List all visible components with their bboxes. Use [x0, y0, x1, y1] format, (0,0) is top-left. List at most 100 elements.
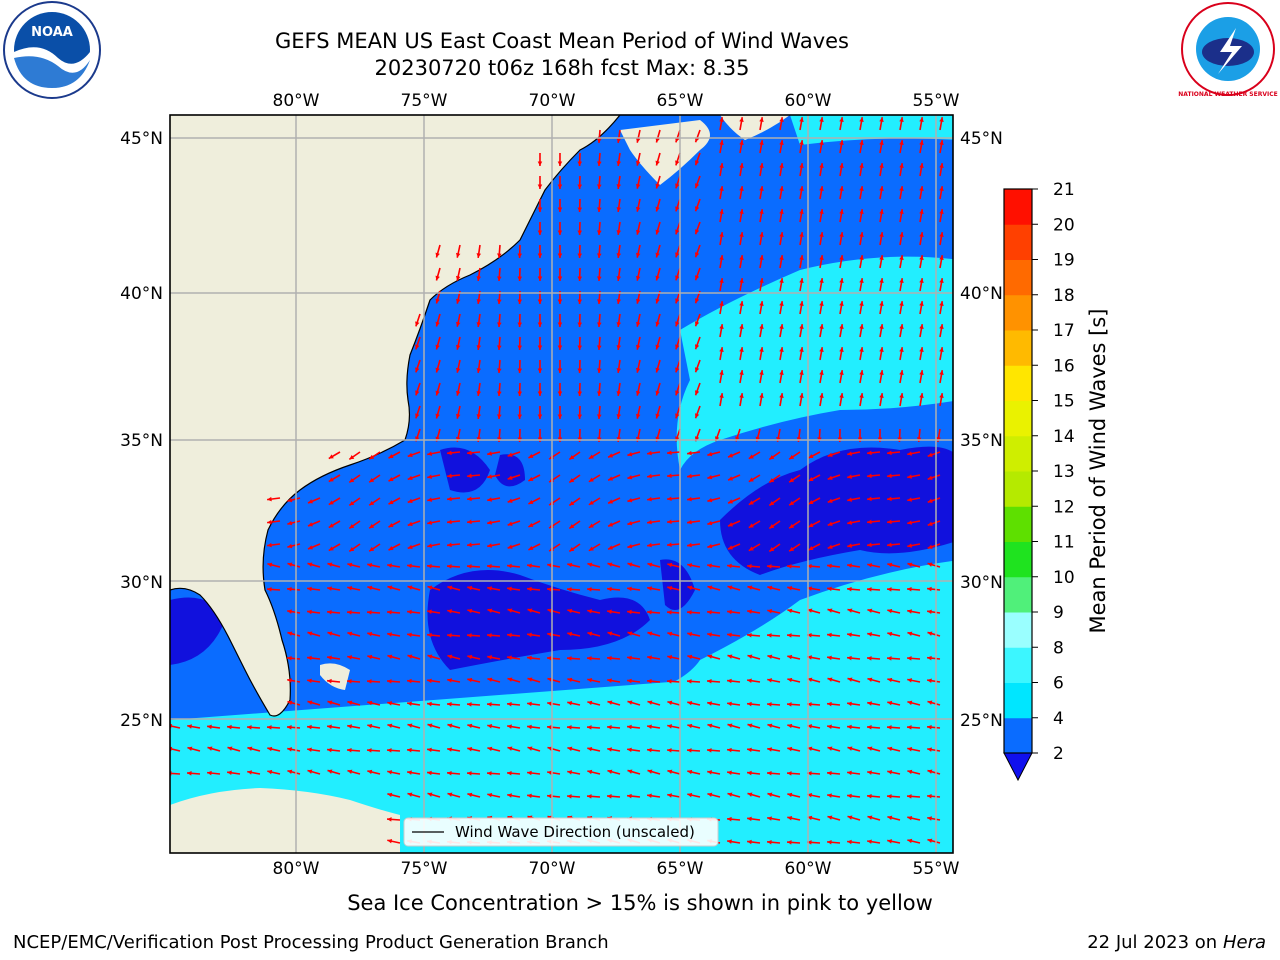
wave-direction-arrow	[886, 473, 901, 479]
wave-direction-arrow	[759, 255, 764, 269]
colorbar-tick-label: 17	[1053, 321, 1075, 341]
wave-direction-arrow	[447, 678, 461, 683]
wave-direction-arrow	[528, 497, 541, 505]
wave-direction-arrow	[226, 724, 241, 730]
wave-direction-arrow	[739, 209, 744, 223]
wave-direction-arrow	[568, 497, 581, 507]
wave-direction-arrow	[446, 450, 461, 456]
wave-direction-arrow	[497, 359, 502, 374]
wave-direction-arrow	[537, 336, 543, 351]
wave-direction-arrow	[455, 359, 461, 373]
wave-direction-arrow	[806, 563, 821, 569]
wave-direction-arrow	[906, 725, 921, 730]
wave-direction-arrow	[919, 255, 924, 269]
wave-direction-arrow	[927, 700, 941, 706]
colorbar-segment	[1004, 330, 1032, 366]
wave-direction-arrow	[476, 313, 482, 327]
wave-direction-arrow	[327, 631, 341, 637]
wave-direction-arrow	[446, 702, 461, 707]
wave-direction-arrow	[819, 324, 824, 338]
wave-direction-arrow	[847, 520, 861, 525]
wave-direction-arrow	[348, 474, 361, 484]
wave-direction-arrow	[927, 769, 941, 775]
colorbar-segment	[1004, 365, 1032, 401]
wave-direction-arrow	[287, 631, 301, 637]
wave-direction-arrow	[588, 474, 601, 483]
wave-direction-arrow	[759, 117, 764, 131]
wave-direction-arrow	[387, 585, 401, 591]
wave-direction-arrow	[386, 610, 401, 615]
wave-direction-arrow	[867, 770, 881, 775]
wave-direction-arrow	[346, 610, 361, 615]
wave-direction-arrow	[347, 631, 361, 637]
wave-direction-arrow	[846, 839, 861, 845]
wave-direction-arrow	[727, 654, 741, 660]
wave-direction-arrow	[327, 586, 341, 591]
wave-direction-arrow	[387, 723, 401, 729]
wave-direction-arrow	[867, 746, 881, 752]
wave-direction-arrow	[627, 562, 641, 568]
wave-direction-arrow	[819, 278, 824, 292]
wave-direction-arrow	[187, 746, 201, 752]
wave-direction-arrow	[435, 244, 441, 258]
wave-direction-arrow	[415, 359, 421, 373]
wave-direction-arrow	[607, 747, 621, 752]
wave-direction-arrow	[647, 769, 661, 775]
wave-direction-arrow	[867, 608, 881, 614]
wave-direction-arrow	[517, 313, 523, 328]
wave-direction-arrow	[328, 520, 341, 529]
wave-direction-arrow	[227, 746, 241, 752]
wave-direction-arrow	[819, 117, 824, 131]
wave-direction-arrow	[597, 267, 602, 282]
wave-direction-arrow	[826, 563, 841, 569]
wave-direction-arrow	[779, 255, 784, 269]
wave-direction-arrow	[366, 748, 381, 753]
nws-logo-text: NATIONAL WEATHER SERVICE	[1178, 91, 1277, 98]
wave-direction-arrow	[806, 771, 821, 776]
wave-direction-arrow	[846, 586, 861, 592]
wave-direction-arrow	[726, 609, 741, 615]
wave-direction-arrow	[819, 255, 824, 269]
wave-direction-arrow	[616, 267, 622, 281]
wave-direction-arrow	[827, 520, 841, 526]
wave-direction-arrow	[588, 451, 601, 460]
wave-direction-arrow	[839, 186, 844, 200]
wave-direction-arrow	[819, 140, 824, 154]
wave-direction-arrow	[826, 632, 841, 638]
wave-direction-arrow	[577, 313, 583, 328]
wave-direction-arrow	[647, 496, 661, 502]
wave-direction-arrow	[886, 450, 901, 456]
wave-direction-arrow	[635, 405, 641, 419]
wave-direction-arrow	[426, 632, 441, 638]
wave-direction-arrow	[907, 838, 921, 844]
wave-direction-arrow	[746, 839, 761, 845]
wave-direction-arrow	[706, 609, 721, 615]
colorbar-tick-label: 19	[1053, 251, 1075, 271]
wave-direction-arrow	[748, 497, 761, 506]
footer-left: NCEP/EMC/Verification Post Processing Pr…	[13, 932, 609, 953]
wave-direction-arrow	[879, 393, 884, 407]
wave-direction-arrow	[779, 209, 784, 223]
wave-direction-arrow	[839, 232, 844, 246]
wave-direction-arrow	[635, 359, 641, 373]
wave-direction-arrow	[557, 359, 563, 374]
wave-direction-arrow	[487, 655, 501, 660]
map-frame	[169, 114, 954, 854]
wave-direction-arrow	[647, 519, 661, 525]
wave-direction-arrow	[527, 563, 541, 568]
wave-direction-arrow	[939, 324, 944, 338]
lon-label-bottom: 70°W	[529, 859, 576, 879]
wave-direction-arrow	[859, 278, 864, 292]
wave-direction-arrow	[517, 244, 523, 259]
wave-direction-arrow	[694, 382, 701, 396]
wave-direction-arrow	[859, 209, 864, 223]
wave-direction-arrow	[787, 816, 801, 821]
wave-direction-arrow	[455, 382, 461, 396]
wave-direction-arrow	[476, 405, 482, 419]
wave-direction-arrow	[368, 497, 381, 506]
wave-direction-arrow	[406, 747, 421, 753]
lat-label-right: 35°N	[960, 431, 1003, 451]
wave-direction-arrow	[694, 152, 701, 166]
deep-period-regions	[170, 446, 953, 670]
wave-direction-arrow	[526, 724, 541, 730]
